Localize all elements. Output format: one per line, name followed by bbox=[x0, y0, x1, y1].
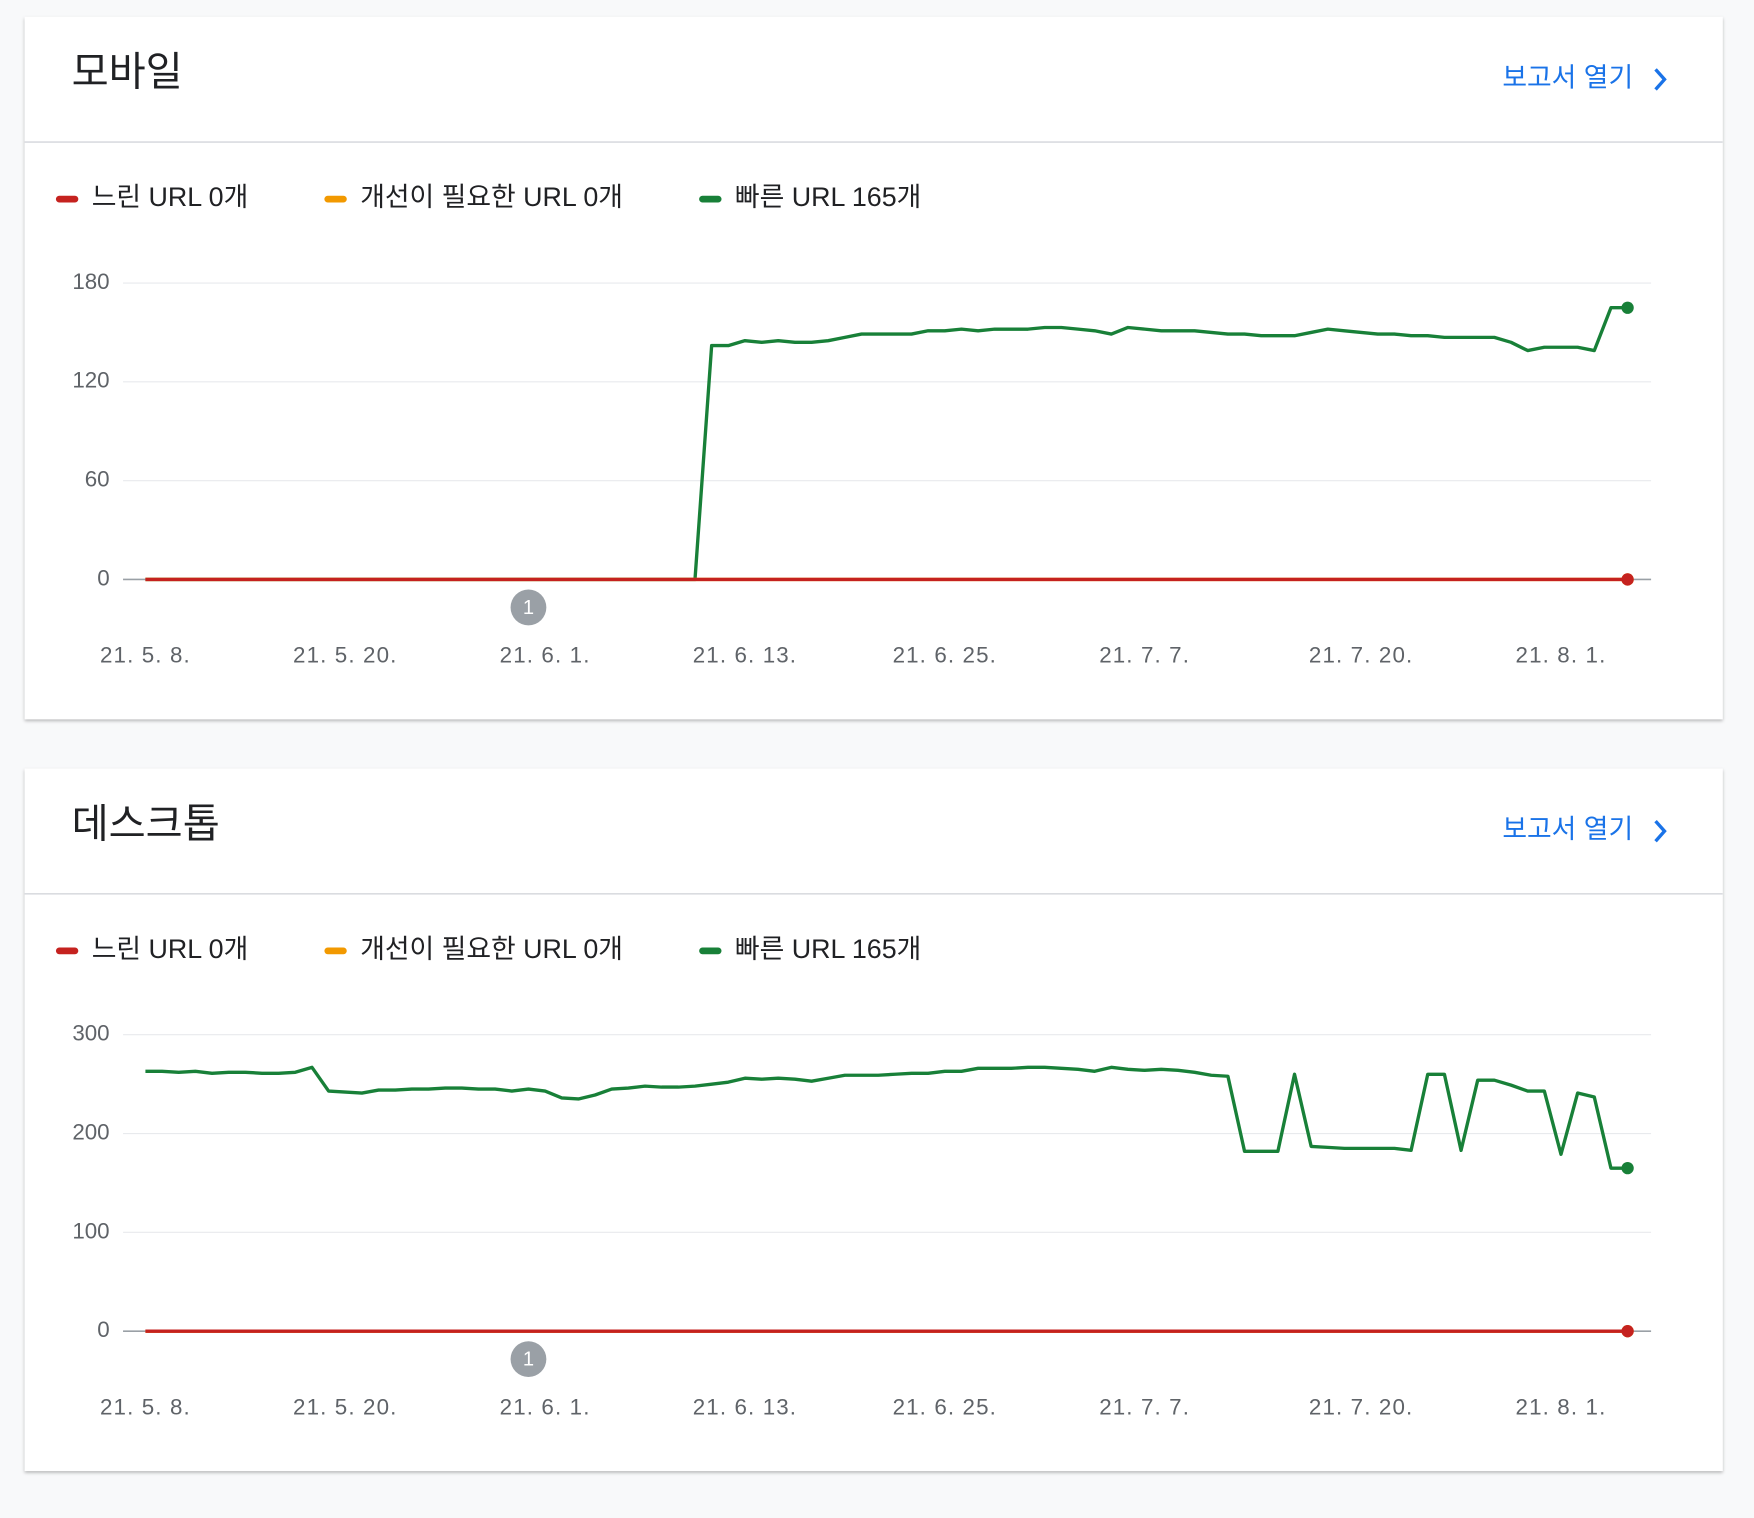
legend-item[interactable]: 느린 URL 0개 bbox=[55, 934, 249, 964]
end-point bbox=[1621, 573, 1634, 586]
y-tick-label: 120 bbox=[72, 368, 109, 393]
end-point bbox=[1621, 1325, 1634, 1338]
x-tick-label: 21. 5. 8. bbox=[100, 643, 191, 668]
x-tick-label: 21. 6. 13. bbox=[693, 643, 797, 668]
x-tick-label: 21. 8. 1. bbox=[1516, 1394, 1607, 1419]
open-report-link[interactable]: 보고서 열기 bbox=[1502, 63, 1667, 93]
legend-label: 빠른 URL 165개 bbox=[735, 182, 921, 212]
x-tick-label: 21. 5. 8. bbox=[100, 1394, 191, 1419]
x-tick-label: 21. 6. 25. bbox=[893, 643, 997, 668]
y-tick-label: 100 bbox=[72, 1218, 109, 1243]
annotation-marker[interactable] bbox=[510, 1341, 547, 1378]
x-tick-label: 21. 7. 7. bbox=[1099, 1394, 1190, 1419]
y-tick-label: 60 bbox=[85, 467, 110, 492]
card-title: 모바일 bbox=[72, 50, 183, 95]
legend-label: 개선이 필요한 URL 0개 bbox=[360, 934, 623, 964]
legend-item[interactable]: 개선이 필요한 URL 0개 bbox=[324, 182, 623, 212]
x-tick-label: 21. 5. 20. bbox=[293, 1394, 397, 1419]
x-tick-label: 21. 6. 1. bbox=[500, 643, 591, 668]
legend-label: 개선이 필요한 URL 0개 bbox=[360, 182, 623, 212]
link-text[interactable]: 보고서 열기 bbox=[1502, 814, 1633, 844]
card-background bbox=[24, 768, 1723, 1472]
x-tick-label: 21. 7. 20. bbox=[1309, 1394, 1413, 1419]
legend-item[interactable]: 빠른 URL 165개 bbox=[699, 934, 921, 964]
end-point bbox=[1621, 1161, 1634, 1175]
x-tick-label: 21. 5. 20. bbox=[293, 643, 397, 668]
x-tick-label: 21. 7. 20. bbox=[1309, 643, 1413, 668]
y-tick-label: 200 bbox=[72, 1119, 109, 1144]
legend-item[interactable]: 개선이 필요한 URL 0개 bbox=[324, 934, 623, 964]
legend-item[interactable]: 느린 URL 0개 bbox=[55, 182, 249, 212]
annotation-marker[interactable] bbox=[510, 589, 547, 626]
x-tick-label: 21. 6. 13. bbox=[693, 1394, 797, 1419]
end-point bbox=[1621, 301, 1634, 314]
y-tick-label: 0 bbox=[97, 565, 109, 590]
chevron-icon[interactable] bbox=[1654, 68, 1667, 91]
y-tick-label: 0 bbox=[97, 1317, 109, 1342]
open-report-link[interactable]: 보고서 열기 bbox=[1502, 814, 1667, 844]
card-title: 데스크톱 bbox=[72, 801, 220, 846]
legend-label: 빠른 URL 165개 bbox=[735, 934, 921, 964]
y-tick-label: 300 bbox=[72, 1021, 109, 1046]
x-tick-label: 21. 7. 7. bbox=[1099, 643, 1190, 668]
legend-item[interactable]: 빠른 URL 165개 bbox=[699, 182, 921, 212]
annotation-label: 1 bbox=[523, 1349, 534, 1371]
link-text[interactable]: 보고서 열기 bbox=[1502, 63, 1633, 93]
annotation-label: 1 bbox=[523, 597, 534, 619]
x-tick-label: 21. 6. 25. bbox=[893, 1394, 997, 1419]
card-background bbox=[24, 16, 1723, 720]
series-line bbox=[145, 1065, 1628, 1170]
x-tick-label: 21. 8. 1. bbox=[1516, 643, 1607, 668]
legend-label: 느린 URL 0개 bbox=[92, 182, 249, 212]
chevron-icon[interactable] bbox=[1654, 819, 1667, 843]
legend-label: 느린 URL 0개 bbox=[92, 934, 249, 964]
y-tick-label: 180 bbox=[72, 269, 109, 294]
x-tick-label: 21. 6. 1. bbox=[500, 1394, 591, 1419]
